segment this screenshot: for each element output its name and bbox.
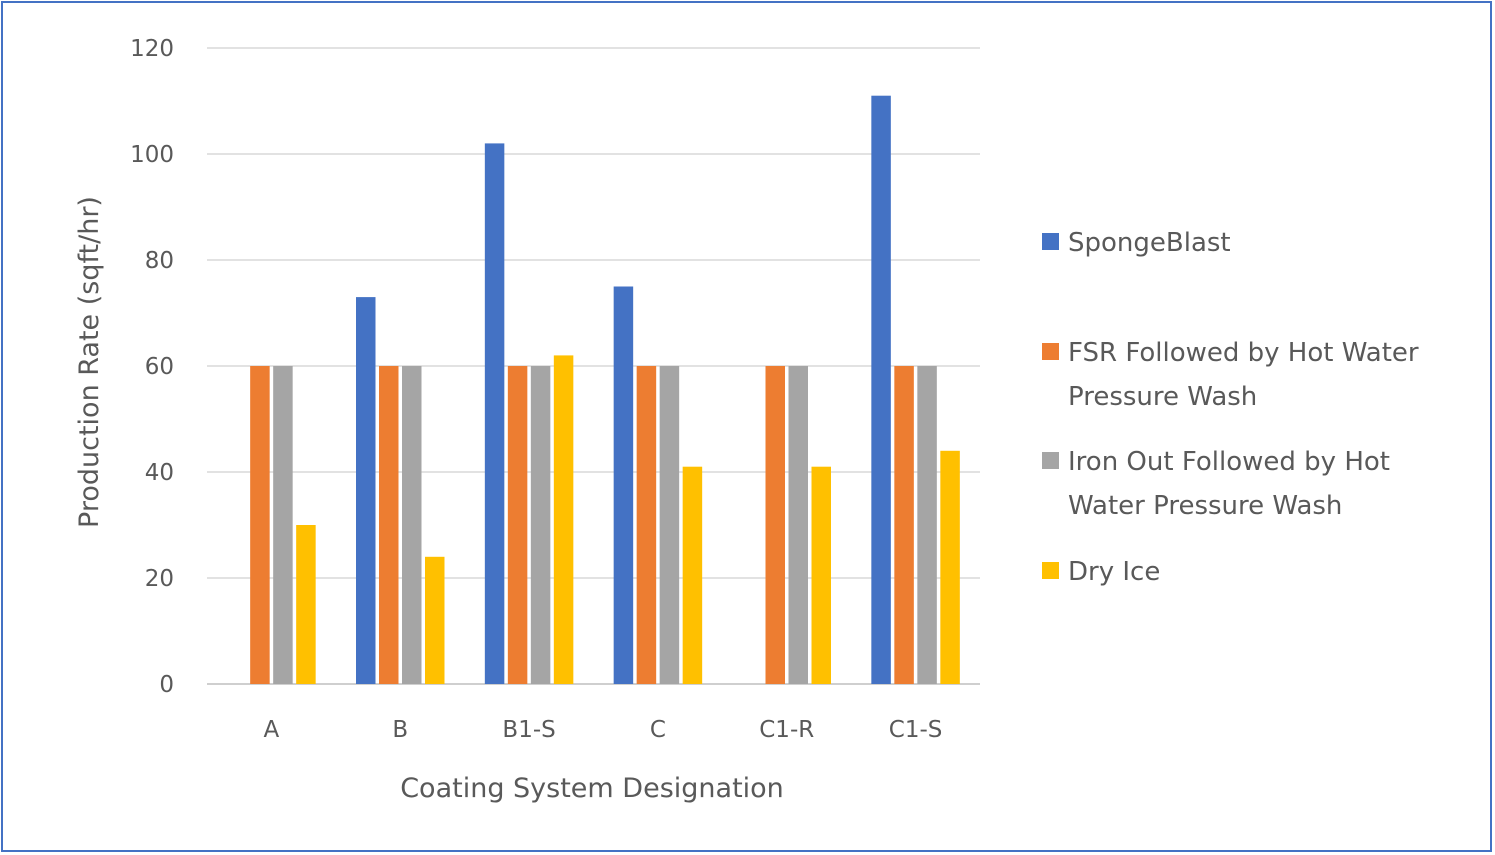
bar <box>356 297 376 684</box>
legend-label: Dry Ice <box>1068 557 1160 587</box>
x-tick-label: B1-S <box>502 717 555 743</box>
bar <box>811 466 831 684</box>
x-tick-label: A <box>264 717 280 743</box>
bar <box>484 143 505 684</box>
legend-swatch <box>1042 452 1059 469</box>
bar <box>871 95 891 684</box>
bar <box>765 366 785 684</box>
bar <box>402 366 422 684</box>
y-tick-label: 40 <box>145 460 174 486</box>
gridlines <box>207 47 980 685</box>
legend-label: SpongeBlast <box>1068 228 1231 258</box>
legend-swatch <box>1042 233 1059 250</box>
bar <box>296 525 316 684</box>
x-tick-label: C1-R <box>759 717 814 743</box>
bar <box>613 286 634 684</box>
y-tick-label: 60 <box>145 354 174 380</box>
y-tick-label: 0 <box>159 672 174 698</box>
y-tick-label: 120 <box>130 36 174 62</box>
bar <box>273 366 293 684</box>
bar <box>682 466 703 684</box>
x-axis-ticks: A B B1-S C C1-R C1-S <box>264 717 943 743</box>
legend-label: Iron Out Followed by Hot Water Pressure W… <box>1068 447 1390 521</box>
bar <box>425 556 445 684</box>
bar <box>553 355 574 684</box>
bar <box>250 366 270 684</box>
x-tick-label: B <box>392 717 408 743</box>
x-axis-title: Coating System Designation <box>400 773 784 804</box>
y-tick-label: 100 <box>130 142 174 168</box>
bar <box>530 366 551 684</box>
bar <box>379 366 399 684</box>
bar <box>788 366 808 684</box>
bar <box>894 366 914 684</box>
legend-swatch <box>1042 562 1059 579</box>
bar <box>636 366 657 684</box>
bar <box>917 366 937 684</box>
y-tick-label: 80 <box>145 248 174 274</box>
y-tick-label: 20 <box>145 566 174 592</box>
bar <box>940 450 960 684</box>
legend-swatch <box>1042 343 1059 360</box>
y-axis-ticks: 0 20 40 60 80 100 120 <box>130 36 174 698</box>
bar <box>659 366 680 684</box>
x-tick-label: C1-S <box>889 717 943 743</box>
bars <box>250 95 960 684</box>
bar <box>507 366 528 684</box>
y-axis-title: Production Rate (sqft/hr) <box>74 196 105 528</box>
x-tick-label: C <box>650 717 666 743</box>
legend: SpongeBlast FSR Followed by Hot Water Pres… <box>1042 228 1419 587</box>
legend-label: FSR Followed by Hot Water Pressure Wash <box>1068 338 1419 412</box>
